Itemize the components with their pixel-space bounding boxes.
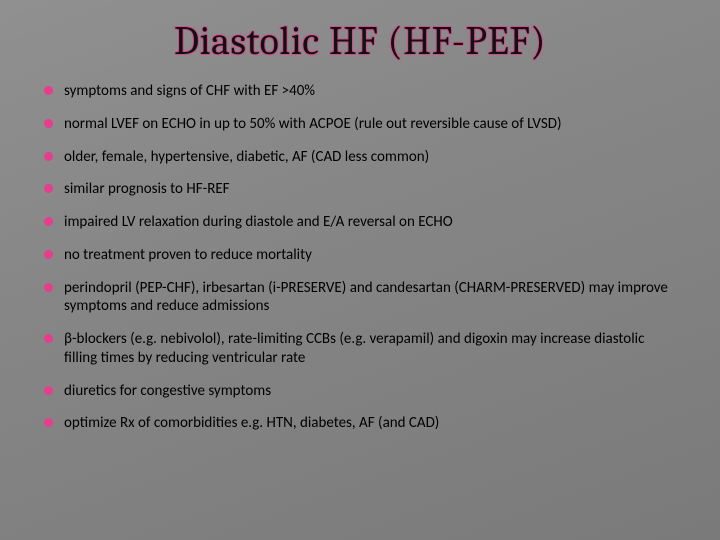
list-item: perindopril (PEP-CHF), irbesartan (i-PRE… (42, 279, 678, 317)
list-item: no treatment proven to reduce mortality (42, 246, 678, 265)
list-item: older, female, hypertensive, diabetic, A… (42, 148, 678, 167)
list-item: similar prognosis to HF-REF (42, 180, 678, 199)
list-item: diuretics for congestive symptoms (42, 382, 678, 401)
list-item: symptoms and signs of CHF with EF >40% (42, 82, 678, 101)
bullet-list: symptoms and signs of CHF with EF >40% n… (42, 82, 678, 433)
list-item: optimize Rx of comorbidities e.g. HTN, d… (42, 414, 678, 433)
list-item: normal LVEF on ECHO in up to 50% with AC… (42, 115, 678, 134)
slide: Diastolic HF (HF-PEF) symptoms and signs… (0, 0, 720, 540)
list-item: impaired LV relaxation during diastole a… (42, 213, 678, 232)
slide-title: Diastolic HF (HF-PEF) (42, 18, 678, 64)
list-item: β-blockers (e.g. nebivolol), rate-limiti… (42, 330, 678, 368)
